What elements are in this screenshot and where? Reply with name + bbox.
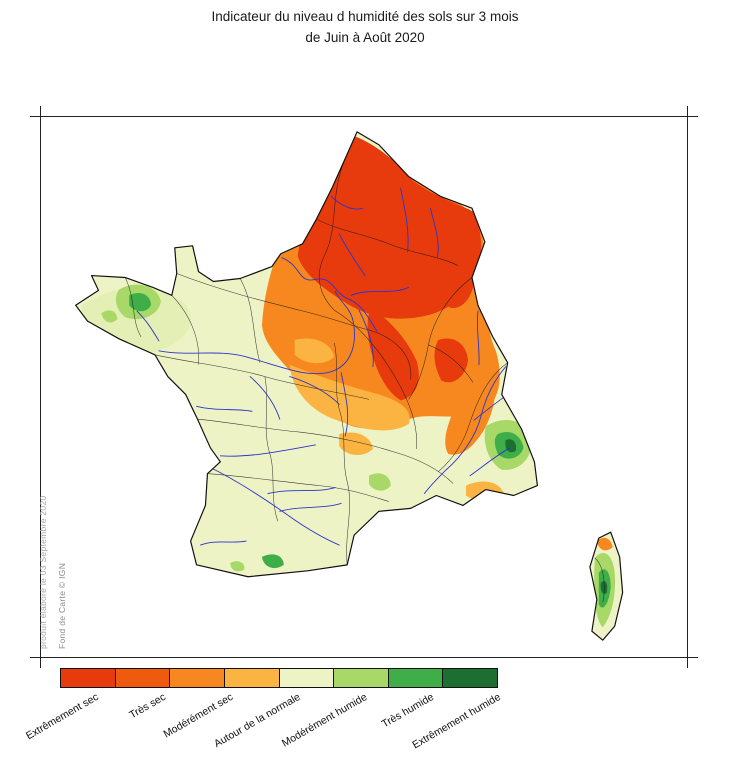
legend-swatch bbox=[115, 669, 171, 687]
zone-moderately-humid-cevennes bbox=[368, 473, 391, 491]
boundary-line bbox=[239, 278, 261, 363]
boundary-line bbox=[279, 136, 292, 236]
page-title: Indicateur du niveau d humidité des sols… bbox=[0, 7, 730, 49]
river-charente bbox=[196, 405, 253, 412]
zone-extremely-dry-north bbox=[297, 134, 482, 319]
frame-tick bbox=[30, 657, 40, 658]
credit-produced: produit élaboré le 03 Septembre 2020 bbox=[38, 495, 48, 649]
legend-swatch bbox=[61, 669, 116, 687]
river-loire bbox=[158, 290, 355, 375]
boundary-line bbox=[318, 158, 346, 311]
river-dordogne bbox=[219, 444, 316, 457]
river-marne bbox=[350, 286, 410, 296]
zone-extremely-dry-burgundy bbox=[367, 307, 419, 401]
river-lot bbox=[267, 487, 336, 494]
river-vilaine bbox=[136, 310, 160, 342]
boundary-line bbox=[594, 557, 605, 603]
boundary-line bbox=[207, 473, 389, 502]
boundary-line bbox=[264, 376, 279, 522]
boundary-line bbox=[334, 342, 350, 565]
legend-swatch bbox=[334, 669, 389, 687]
boundary-line bbox=[428, 344, 474, 383]
legend-swatch bbox=[279, 669, 335, 687]
river-vienne bbox=[249, 376, 281, 420]
boundary-line bbox=[393, 451, 454, 484]
river-meuse bbox=[400, 187, 409, 253]
river-tarn bbox=[279, 502, 342, 512]
zone-slightly-dry-loire bbox=[294, 338, 335, 364]
legend-swatch bbox=[388, 669, 444, 687]
legend-labels: Extrêmement sec Très sec Modérément sec Aut… bbox=[24, 691, 503, 771]
zone-slightly-dry-center bbox=[289, 364, 410, 431]
boundary-line bbox=[438, 362, 508, 472]
france-soil-moisture-map bbox=[75, 131, 624, 641]
zone-very-humid-pyrenees bbox=[261, 554, 284, 569]
frame-tick bbox=[688, 116, 698, 117]
zone-extremely-dry-franche-comte bbox=[434, 338, 469, 383]
boundary-line bbox=[368, 329, 412, 380]
boundary-line bbox=[316, 218, 459, 266]
corsica-outline bbox=[589, 531, 624, 641]
boundary-line bbox=[154, 354, 370, 400]
river-rhone bbox=[423, 366, 507, 494]
river-allier bbox=[340, 372, 349, 437]
legend-label: Extrêmement sec bbox=[24, 691, 101, 743]
zone-slightly-dry-massif bbox=[339, 432, 373, 456]
river-oise bbox=[338, 233, 366, 276]
zone-extremely-dry-vosges bbox=[443, 261, 474, 309]
river-seine bbox=[281, 257, 378, 332]
zones-layer bbox=[81, 134, 616, 628]
frame-tick bbox=[687, 106, 688, 116]
zone-moderately-humid-brittany-2 bbox=[101, 310, 118, 323]
river-adour bbox=[200, 540, 247, 546]
boundary-line bbox=[171, 295, 200, 365]
river-garonne bbox=[206, 465, 340, 546]
river-moselle bbox=[429, 207, 439, 259]
mainland-outline bbox=[75, 131, 538, 578]
river-somme bbox=[330, 195, 364, 210]
river-durance bbox=[469, 447, 511, 477]
river-saone bbox=[476, 310, 480, 366]
frame-tick bbox=[40, 106, 41, 116]
legend-swatch bbox=[170, 669, 225, 687]
zone-moderately-dry-rhone bbox=[445, 358, 496, 455]
zone-moderately-humid-pyrenees bbox=[230, 561, 245, 572]
boundary-line bbox=[408, 277, 473, 400]
frame-tick bbox=[30, 116, 40, 117]
title-line-2: de Juin à Août 2020 bbox=[305, 29, 425, 45]
frame-tick bbox=[688, 657, 698, 658]
map-frame: produit élaboré le 03 Septembre 2020 Fon… bbox=[30, 106, 698, 668]
zone-very-humid-brittany bbox=[129, 292, 151, 312]
river-yonne bbox=[358, 309, 374, 368]
legend-swatch bbox=[443, 669, 497, 687]
legend-swatch bbox=[224, 669, 280, 687]
frame-tick bbox=[687, 658, 688, 668]
zone-moderately-dry-corsica-tip bbox=[596, 537, 613, 551]
title-line-1: Indicateur du niveau d humidité des sols… bbox=[211, 9, 519, 24]
river-cher bbox=[289, 376, 340, 405]
legend-label: Très sec bbox=[127, 691, 168, 722]
legend-color-bar bbox=[60, 668, 498, 688]
credit-basemap: Fond de Carte © IGN bbox=[57, 562, 67, 649]
boundary-line bbox=[197, 418, 394, 453]
legend-label: Très humide bbox=[379, 691, 436, 731]
boundary-line bbox=[124, 277, 142, 338]
boundary-line bbox=[176, 273, 370, 331]
frame-tick bbox=[40, 658, 41, 668]
outline-layer bbox=[75, 131, 624, 641]
zone-extremely-humid-corsica bbox=[600, 581, 608, 594]
